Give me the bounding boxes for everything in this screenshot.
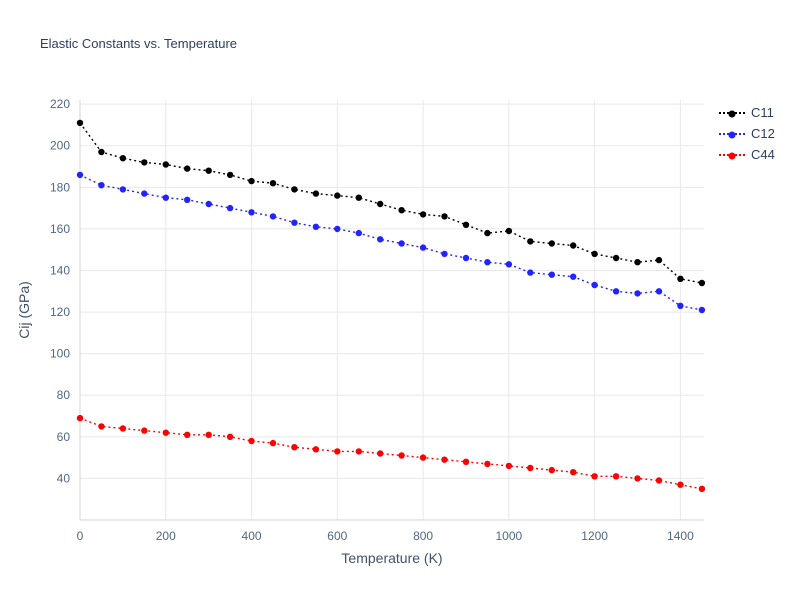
y-axis-title: Cij (GPa) (16, 281, 32, 339)
svg-text:120: 120 (50, 305, 70, 319)
legend-item-c44[interactable]: C44 (719, 144, 775, 165)
svg-text:600: 600 (327, 529, 347, 543)
series-C11 (76, 119, 706, 287)
svg-text:220: 220 (50, 97, 70, 111)
series-line-C11 (79, 122, 703, 284)
legend-item-c11[interactable]: C11 (719, 102, 775, 123)
svg-text:1400: 1400 (667, 529, 694, 543)
series-C44 (76, 414, 706, 492)
c12-series-marker-icon (719, 132, 745, 135)
svg-text:140: 140 (50, 263, 70, 277)
svg-text:60: 60 (57, 430, 71, 444)
series-C12 (76, 171, 706, 314)
svg-text:1200: 1200 (581, 529, 608, 543)
legend-label-c44: C44 (751, 147, 775, 162)
svg-text:800: 800 (413, 529, 433, 543)
svg-text:1000: 1000 (496, 529, 523, 543)
series-line-C12 (79, 174, 703, 311)
legend: C11 C12 C44 (719, 102, 775, 165)
svg-text:40: 40 (57, 471, 71, 485)
c44-series-marker-icon (719, 153, 745, 156)
svg-text:400: 400 (242, 529, 262, 543)
tick-labels: 40 60 80 100 120 140 160 180 200 220 0 200 400 600 800… (50, 97, 694, 543)
svg-text:200: 200 (156, 529, 176, 543)
gridlines (79, 100, 704, 520)
legend-label-c12: C12 (751, 126, 775, 141)
legend-label-c11: C11 (751, 105, 774, 120)
chart-title: Elastic Constants vs. Temperature (40, 36, 238, 51)
svg-text:160: 160 (50, 222, 70, 236)
legend-item-c12[interactable]: C12 (719, 123, 775, 144)
svg-text:200: 200 (50, 139, 70, 153)
x-axis-title: Temperature (K) (341, 550, 443, 566)
series-line-C44 (79, 417, 703, 490)
c11-series-marker-icon (719, 111, 745, 114)
svg-text:0: 0 (77, 529, 84, 543)
svg-text:180: 180 (50, 180, 70, 194)
svg-text:80: 80 (57, 388, 71, 402)
svg-text:100: 100 (50, 347, 70, 361)
